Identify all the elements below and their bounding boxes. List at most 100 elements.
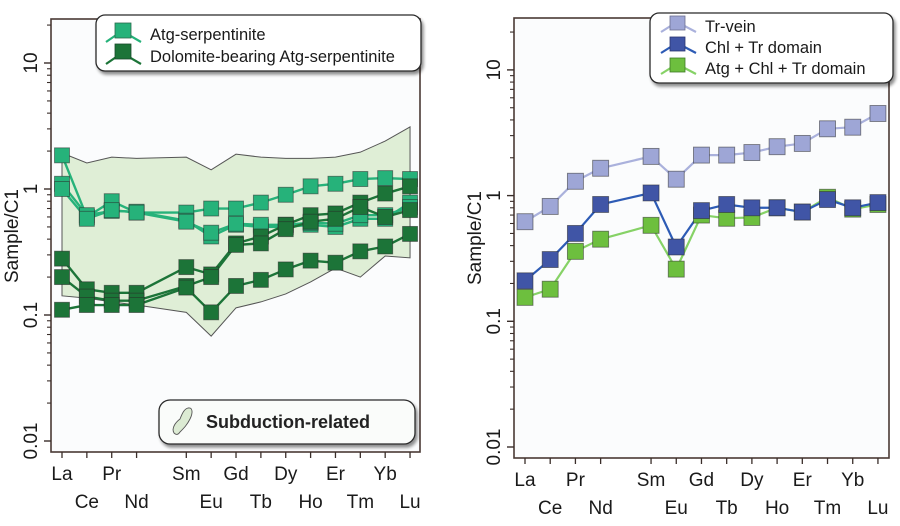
data-point-dolomite-bearing-atg-serpentinite-lu bbox=[402, 225, 418, 242]
data-point-dolomite-bearing-atg-serpentinite-lu bbox=[402, 202, 418, 219]
legend-label-atg: Atg-serpentinite bbox=[150, 26, 266, 44]
data-point-dolomite-bearing-atg-serpentinite-eu bbox=[203, 269, 220, 286]
legend-label-dolomite: Dolomite-bearing Atg-serpentinite bbox=[150, 48, 395, 66]
data-point-atg-serpentinite-tm bbox=[352, 171, 369, 187]
data-point-tr-vein-eu bbox=[667, 170, 685, 188]
data-point-dolomite-bearing-atg-serpentinite-tm bbox=[352, 199, 369, 215]
data-point-atg-chl-tr-domain-nd bbox=[592, 230, 610, 248]
x-tick-label-nd: Nd bbox=[588, 498, 612, 519]
data-point-chl-tr-domain-tm bbox=[819, 191, 836, 209]
left-y-axis: 10 1 0.1 0.01 bbox=[21, 24, 51, 460]
data-point-dolomite-bearing-atg-serpentinite-eu bbox=[203, 304, 220, 321]
data-point-tr-vein-yb bbox=[844, 118, 862, 136]
data-point-atg-chl-tr-domain-la bbox=[516, 288, 534, 306]
legend-item-chl-tr: Chl + Tr domain bbox=[660, 36, 822, 57]
y-tick-label: 0.1 bbox=[484, 308, 505, 334]
y-tick-label: 1 bbox=[21, 184, 42, 195]
data-point-chl-tr-domain-yb bbox=[844, 199, 862, 217]
legend-label-chl-tr: Chl + Tr domain bbox=[705, 39, 822, 57]
x-tick-label-lu: Lu bbox=[399, 492, 420, 513]
legend-item-atg-serpentinite: Atg-serpentinite bbox=[105, 22, 266, 44]
x-tick-label-pr: Pr bbox=[102, 464, 122, 485]
legend-marker-dolomite bbox=[114, 43, 132, 60]
data-point-chl-tr-domain-ho bbox=[768, 199, 786, 217]
y-tick-label: 0.01 bbox=[484, 429, 505, 466]
x-tick-label-dy: Dy bbox=[740, 470, 764, 491]
envelope-legend bbox=[158, 399, 416, 445]
x-tick-label-gd: Gd bbox=[689, 470, 714, 491]
data-point-atg-serpentinite-ce bbox=[78, 210, 95, 227]
data-point-chl-tr-domain-pr bbox=[566, 224, 584, 242]
data-point-dolomite-bearing-atg-serpentinite-lu bbox=[402, 178, 418, 195]
x-tick-label-gd: Gd bbox=[223, 464, 248, 485]
x-tick-label-tm: Tm bbox=[347, 492, 374, 513]
data-point-dolomite-bearing-atg-serpentinite-dy bbox=[277, 221, 294, 238]
data-point-atg-serpentinite-nd bbox=[128, 204, 145, 221]
legend-marker-atg-chl-tr bbox=[669, 57, 686, 73]
x-tick-label-lu: Lu bbox=[867, 498, 888, 519]
data-point-tr-vein-la bbox=[516, 213, 534, 231]
data-point-dolomite-bearing-atg-serpentinite-gd bbox=[228, 278, 244, 294]
legend-label-tr-vein: Tr-vein bbox=[705, 18, 756, 36]
legend-label-atg-chl-tr: Atg + Chl + Tr domain bbox=[705, 60, 866, 78]
envelope-legend-label: Subduction-related bbox=[206, 412, 370, 432]
data-point-dolomite-bearing-atg-serpentinite-la bbox=[54, 250, 70, 267]
data-point-tr-vein-gd bbox=[693, 146, 710, 164]
x-tick-label-ho: Ho bbox=[765, 498, 789, 519]
data-point-atg-chl-tr-domain-ce bbox=[541, 280, 559, 298]
data-point-atg-serpentinite-gd bbox=[228, 215, 244, 232]
legend-item-tr-vein: Tr-vein bbox=[660, 15, 756, 36]
data-point-atg-serpentinite-eu bbox=[203, 224, 220, 241]
data-point-dolomite-bearing-atg-serpentinite-ce bbox=[78, 297, 95, 313]
data-point-tr-vein-pr bbox=[566, 172, 584, 190]
data-point-chl-tr-domain-tb bbox=[718, 196, 736, 213]
data-point-tr-vein-dy bbox=[743, 144, 761, 162]
data-point-dolomite-bearing-atg-serpentinite-sm bbox=[178, 279, 195, 296]
left-legend bbox=[95, 14, 422, 72]
x-tick-label-tm: Tm bbox=[814, 498, 841, 519]
envelope-legend-swatch-icon bbox=[172, 407, 193, 435]
data-point-tr-vein-tb bbox=[718, 146, 736, 164]
data-point-atg-serpentinite-dy bbox=[277, 186, 294, 203]
data-point-tr-vein-ce bbox=[541, 197, 559, 215]
data-point-tr-vein-tm bbox=[819, 120, 836, 138]
data-point-atg-serpentinite-er bbox=[327, 175, 344, 192]
data-point-atg-serpentinite-eu bbox=[203, 200, 220, 217]
data-point-dolomite-bearing-atg-serpentinite-yb bbox=[377, 238, 394, 255]
y-tick-label: 0.1 bbox=[21, 302, 42, 328]
data-point-chl-tr-domain-eu bbox=[667, 238, 685, 256]
x-tick-label-nd: Nd bbox=[124, 492, 148, 513]
data-point-atg-serpentinite-la bbox=[54, 147, 70, 164]
data-point-chl-tr-domain-sm bbox=[642, 184, 660, 202]
x-tick-label-tb: Tb bbox=[250, 492, 272, 513]
x-tick-label-la: La bbox=[514, 470, 536, 491]
right-legend bbox=[649, 12, 894, 84]
y-tick-label: 0.01 bbox=[21, 423, 42, 460]
x-tick-label-sm: Sm bbox=[637, 470, 666, 491]
legend-item-atg-chl-tr: Atg + Chl + Tr domain bbox=[660, 57, 866, 78]
data-point-tr-vein-lu bbox=[869, 105, 887, 122]
x-tick-label-eu: Eu bbox=[200, 492, 223, 513]
data-point-atg-serpentinite-pr bbox=[103, 202, 120, 219]
legend-item-dolomite-atg: Dolomite-bearing Atg-serpentinite bbox=[105, 43, 395, 66]
data-point-atg-chl-tr-domain-sm bbox=[642, 216, 660, 234]
data-point-dolomite-bearing-atg-serpentinite-la bbox=[54, 269, 70, 286]
y-tick-label: 10 bbox=[484, 59, 505, 80]
data-point-dolomite-bearing-atg-serpentinite-ho bbox=[302, 213, 319, 230]
legend-marker-tr-vein bbox=[669, 15, 686, 31]
x-tick-label-la: La bbox=[51, 464, 73, 485]
data-point-dolomite-bearing-atg-serpentinite-sm bbox=[178, 259, 195, 276]
right-series-group bbox=[516, 105, 887, 306]
data-point-dolomite-bearing-atg-serpentinite-dy bbox=[277, 261, 294, 278]
data-point-tr-vein-ho bbox=[768, 138, 786, 156]
data-point-tr-vein-nd bbox=[592, 159, 610, 177]
data-point-atg-chl-tr-domain-pr bbox=[566, 242, 584, 260]
data-point-chl-tr-domain-la bbox=[516, 272, 534, 290]
data-point-dolomite-bearing-atg-serpentinite-yb bbox=[377, 185, 394, 202]
data-point-dolomite-bearing-atg-serpentinite-tb bbox=[252, 235, 269, 252]
x-tick-label-dy: Dy bbox=[274, 464, 298, 485]
